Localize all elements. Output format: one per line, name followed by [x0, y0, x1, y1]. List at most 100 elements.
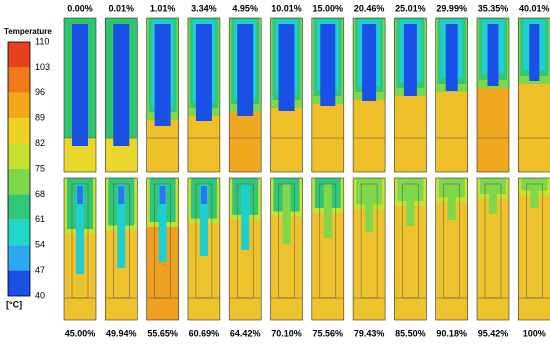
colorbar-segment [8, 270, 30, 296]
core [406, 184, 415, 226]
cold-core [154, 24, 171, 126]
core [365, 184, 374, 232]
cold-core [529, 24, 540, 81]
top-label: 35.35% [478, 3, 509, 13]
top-label: 40.01% [519, 3, 550, 13]
panel-frame [228, 17, 262, 173]
panel-frame [517, 177, 550, 321]
core [447, 184, 456, 220]
panel-frame [146, 177, 179, 321]
colorbar-tick-label: 68 [35, 189, 45, 199]
core [323, 184, 332, 238]
cold-core [403, 24, 417, 96]
core [158, 184, 167, 262]
cold-core [487, 24, 499, 86]
panel-frame [435, 17, 469, 173]
panels: 0.00% 45.00% 0.01% 49.94% 1.01% 55.65% 3.34% 60… [63, 3, 550, 338]
cold-core [445, 24, 458, 91]
panel-frame [352, 17, 386, 173]
colorbar-tick-label: 54 [35, 240, 45, 250]
panel-frame [394, 177, 427, 321]
colorbar-segment [8, 219, 30, 246]
cold-core [278, 24, 295, 111]
top-label: 10.01% [271, 3, 302, 13]
colorbar-tick-label: 75 [35, 163, 45, 173]
top-label: 4.95% [232, 3, 258, 13]
core [199, 184, 208, 256]
panel-frame [435, 177, 469, 321]
colorbar: 110 103 96 89 82 75 68 61 54 47 40 [7, 36, 50, 300]
core [282, 184, 291, 244]
colorbar-segment [8, 245, 30, 271]
bottom-label: 90.18% [436, 328, 467, 338]
colorbar-segment [8, 143, 30, 169]
top-label: 1.01% [150, 3, 176, 13]
bottom-label: 95.42% [478, 328, 509, 338]
bottom-label: 100% [523, 328, 546, 338]
panel-frame [187, 17, 221, 173]
panel-frame [311, 177, 345, 321]
panel-frame [63, 177, 97, 321]
cold-core [77, 186, 83, 204]
panel-frame [187, 177, 221, 321]
cold-core [200, 186, 207, 204]
colorbar-segment [8, 92, 30, 119]
cold-core [195, 24, 212, 121]
colorbar-tick-label: 96 [35, 87, 45, 97]
panel-frame [63, 17, 97, 173]
panel-frame [352, 177, 386, 321]
cold-core [237, 24, 254, 116]
panel-frame [394, 17, 427, 173]
panel-frame [105, 17, 138, 173]
bottom-label: 60.69% [189, 328, 220, 338]
colorbar-tick-label: 110 [35, 36, 49, 46]
core [530, 184, 539, 208]
top-label: 0.00% [67, 3, 93, 13]
panel-frame [270, 177, 303, 321]
bottom-label: 45.00% [65, 328, 96, 338]
colorbar-segment [8, 194, 30, 220]
colorbar-segment [8, 42, 30, 68]
bottom-label: 64.42% [230, 328, 261, 338]
colorbar-tick-label: 103 [35, 62, 50, 72]
colorbar-segment [8, 118, 30, 144]
bottom-label: 70.10% [271, 328, 302, 338]
core [489, 184, 497, 214]
cold-core [320, 24, 336, 106]
colorbar-tick-label: 40 [35, 290, 45, 300]
colorbar-tick-label: 47 [35, 265, 45, 275]
bottom-label: 79.43% [354, 328, 385, 338]
top-label: 3.34% [191, 3, 217, 13]
bottom-label: 75.56% [313, 328, 344, 338]
panel-frame [228, 177, 262, 321]
colorbar-frame [7, 41, 31, 297]
colorbar-segment [8, 67, 30, 93]
colorbar-unit: [°C] [6, 299, 22, 309]
top-label: 25.01% [395, 3, 426, 13]
colorbar-title: Temperature [4, 27, 52, 36]
colorbar-tick-label: 89 [35, 113, 45, 123]
colorbar-segment [8, 169, 30, 195]
cold-core [159, 186, 166, 204]
panel-frame [105, 177, 138, 321]
panel-frame [476, 177, 510, 321]
colorbar-tick-label: 82 [35, 138, 45, 148]
panel-frame [270, 17, 303, 173]
panel-frame [517, 17, 550, 173]
core [117, 184, 126, 268]
bottom-label: 85.50% [395, 328, 426, 338]
cold-core [118, 186, 125, 204]
top-label: 20.46% [354, 3, 385, 13]
bottom-label: 49.94% [106, 328, 137, 338]
core [241, 184, 250, 250]
panel-frame [146, 17, 179, 173]
panel-frame [476, 17, 510, 173]
cold-core [72, 24, 88, 146]
panel-frame [311, 17, 345, 173]
bottom-label: 55.65% [147, 328, 178, 338]
cold-core [113, 24, 130, 146]
core [76, 184, 84, 274]
cold-core [362, 24, 377, 101]
top-label: 15.00% [313, 3, 344, 13]
